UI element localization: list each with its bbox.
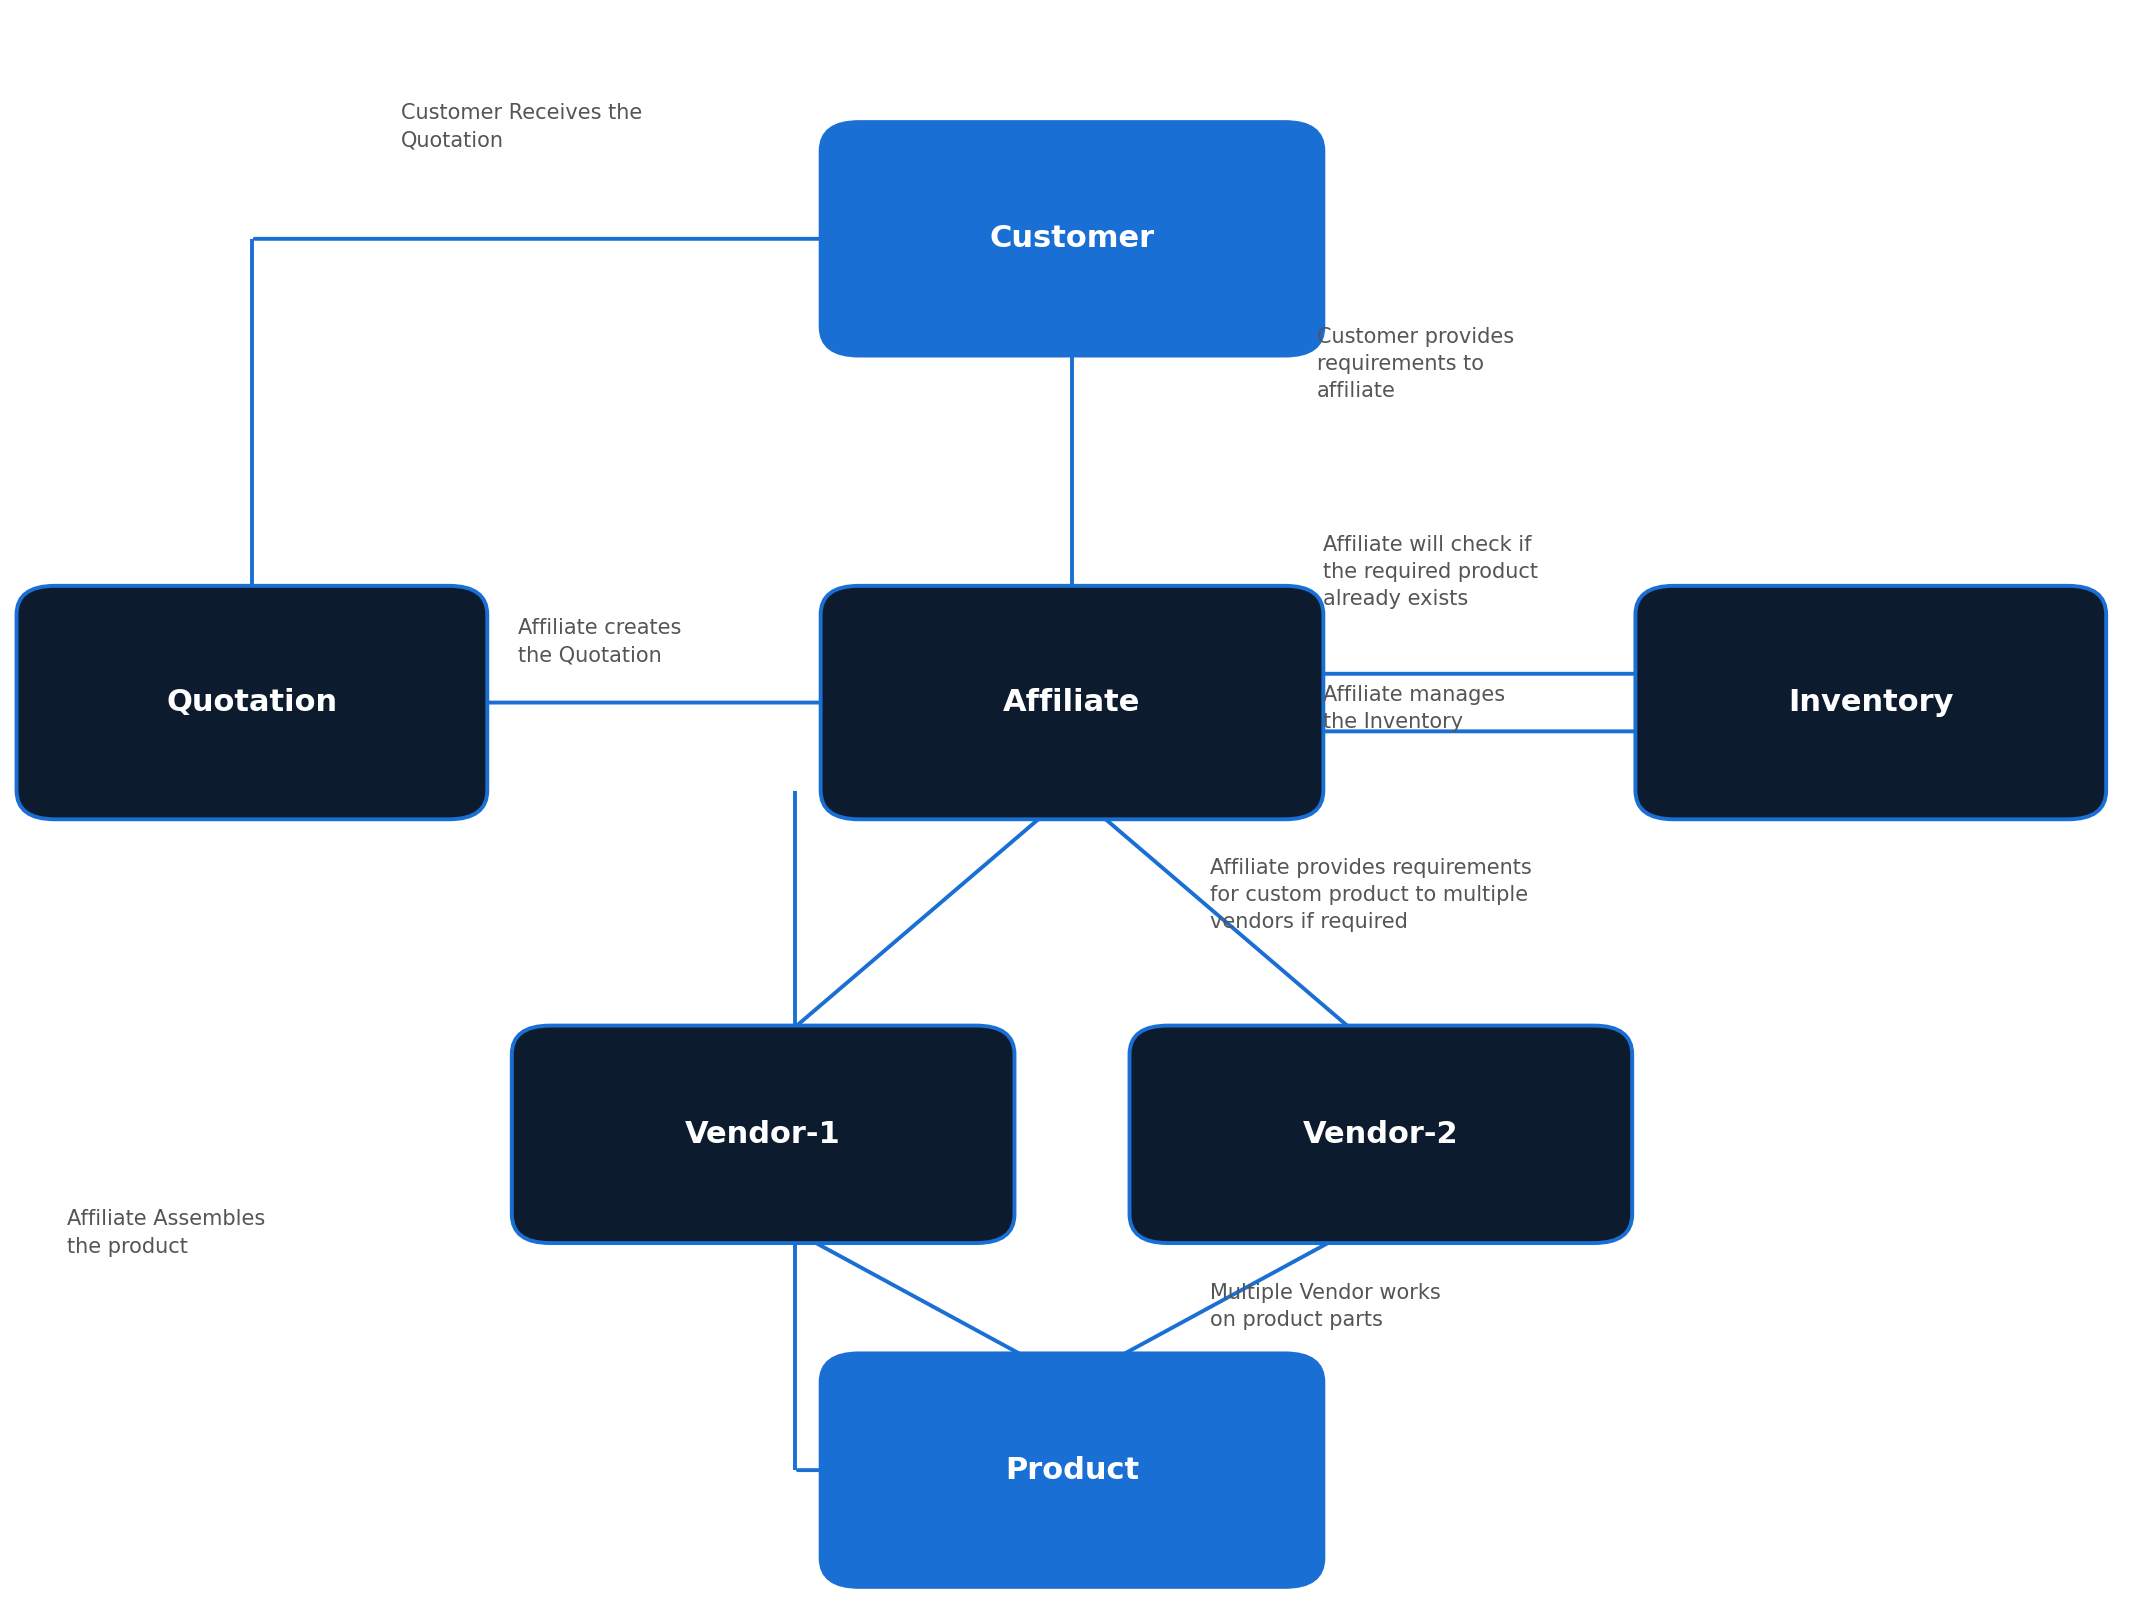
FancyBboxPatch shape	[1636, 586, 2105, 819]
Text: Inventory: Inventory	[1788, 689, 1953, 718]
FancyBboxPatch shape	[821, 1353, 1323, 1587]
Text: Multiple Vendor works
on product parts: Multiple Vendor works on product parts	[1211, 1282, 1441, 1331]
Text: Affiliate will check if
the required product
already exists: Affiliate will check if the required pro…	[1323, 534, 1539, 610]
Text: Affiliate creates
the Quotation: Affiliate creates the Quotation	[519, 618, 682, 665]
Text: Customer provides
requirements to
affiliate: Customer provides requirements to affili…	[1316, 327, 1514, 402]
Text: Affiliate provides requirements
for custom product to multiple
vendors if requir: Affiliate provides requirements for cust…	[1211, 858, 1533, 932]
Text: Vendor-1: Vendor-1	[686, 1119, 840, 1148]
Text: Customer Receives the
Quotation: Customer Receives the Quotation	[401, 103, 643, 150]
FancyBboxPatch shape	[821, 586, 1323, 819]
Text: Affiliate manages
the Inventory: Affiliate manages the Inventory	[1323, 686, 1505, 732]
Text: Affiliate Assembles
the product: Affiliate Assembles the product	[66, 1210, 266, 1257]
Text: Product: Product	[1006, 1455, 1138, 1484]
Text: Customer: Customer	[988, 224, 1156, 253]
FancyBboxPatch shape	[512, 1026, 1014, 1244]
Text: Vendor-2: Vendor-2	[1304, 1119, 1458, 1148]
FancyBboxPatch shape	[1130, 1026, 1632, 1244]
FancyBboxPatch shape	[17, 586, 487, 819]
Text: Quotation: Quotation	[167, 689, 337, 718]
Text: Affiliate: Affiliate	[1003, 689, 1141, 718]
FancyBboxPatch shape	[821, 123, 1323, 355]
